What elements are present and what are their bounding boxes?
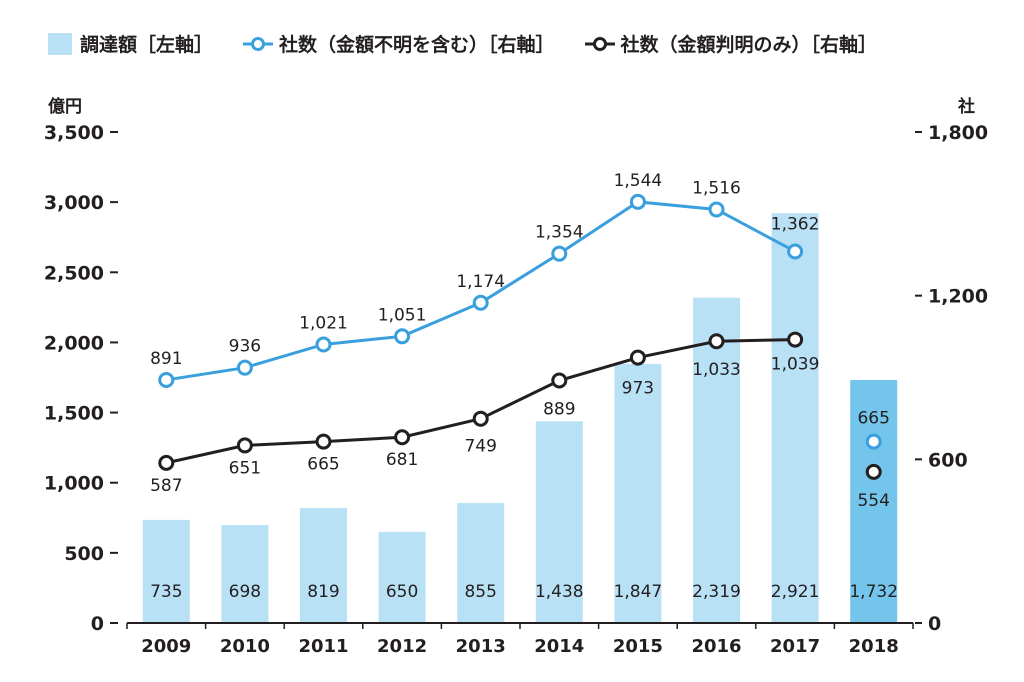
right-axis-unit: 社 xyxy=(958,97,975,117)
x-tick-label: 2013 xyxy=(456,636,506,657)
bar-value-label: 1,847 xyxy=(614,582,663,602)
legend-bar-swatch xyxy=(48,32,72,55)
series-all-point xyxy=(708,201,725,218)
bar-value-label: 735 xyxy=(150,582,182,602)
series-all-point xyxy=(315,336,332,353)
bar-value-label: 855 xyxy=(464,582,496,602)
series-all-value-label: 1,051 xyxy=(378,305,427,325)
series-all-value-label: 1,362 xyxy=(771,214,820,234)
series-known-value-label: 749 xyxy=(464,437,496,457)
series-known-point xyxy=(708,333,725,350)
bar xyxy=(142,519,190,623)
series-known-value-label: 1,039 xyxy=(771,355,820,375)
right-tick-label: 1,200 xyxy=(928,286,988,308)
right-tick-label: 600 xyxy=(928,449,968,471)
series-known-point xyxy=(865,463,882,480)
legend-item-line-known: 社数（金額判明のみ）［右軸］ xyxy=(584,30,878,57)
left-tick-label: 1,000 xyxy=(44,473,104,495)
bar xyxy=(614,363,662,623)
legend-line-all-label: 社数（金額不明を含む）［右軸］ xyxy=(279,34,555,56)
bar-value-label: 2,319 xyxy=(692,582,741,602)
series-all-point xyxy=(236,359,253,376)
series-known-point xyxy=(629,349,646,366)
series-all-value-label: 1,354 xyxy=(535,223,584,243)
bar-value-label: 819 xyxy=(307,582,339,602)
legend-bar-label: 調達額［左軸］ xyxy=(80,34,214,56)
x-tick-label: 2015 xyxy=(613,636,663,657)
x-tick-label: 2010 xyxy=(220,636,270,657)
series-known-value-label: 554 xyxy=(857,491,889,511)
left-tick-label: 3,000 xyxy=(44,192,104,214)
series-known-value-label: 973 xyxy=(622,379,654,399)
x-tick-label: 2009 xyxy=(141,636,191,657)
series-all-point xyxy=(394,328,411,345)
bar xyxy=(221,525,269,623)
series-known-point xyxy=(551,372,568,389)
bar xyxy=(300,508,347,623)
series-all-value-label: 936 xyxy=(229,337,261,357)
series-all-point xyxy=(158,371,175,388)
legend-blue-line-marker-icon xyxy=(243,36,274,51)
series-known-point xyxy=(787,331,804,348)
series-all-value-label: 1,544 xyxy=(614,171,663,191)
series-all-value-label: 1,174 xyxy=(456,272,505,292)
x-tick-label: 2014 xyxy=(534,636,584,657)
left-tick-label: 2,000 xyxy=(44,332,104,354)
series-known-value-label: 651 xyxy=(229,458,261,478)
left-tick-label: 2,500 xyxy=(44,262,104,284)
legend-item-line-all: 社数（金額不明を含む）［右軸］ xyxy=(243,30,555,57)
legend-item-bar: 調達額［左軸］ xyxy=(48,30,213,57)
left-tick-label: 500 xyxy=(64,543,104,565)
series-all-point xyxy=(551,245,568,262)
series-known-value-label: 587 xyxy=(150,476,182,496)
left-tick-label: 0 xyxy=(91,613,104,635)
series-known-point xyxy=(472,410,489,427)
series-all-value-label: 665 xyxy=(857,409,889,429)
x-tick-label: 2012 xyxy=(377,636,427,657)
series-all-value-label: 1,516 xyxy=(692,178,741,198)
bar xyxy=(535,421,583,623)
series-all-value-label: 891 xyxy=(150,349,182,369)
series-all-point xyxy=(865,433,882,450)
x-tick-label: 2016 xyxy=(691,636,741,657)
x-tick-label: 2018 xyxy=(849,636,899,657)
series-all-value-label: 1,021 xyxy=(299,313,348,333)
bar-value-label: 1,438 xyxy=(535,582,584,602)
series-known-point xyxy=(236,437,253,454)
series-known-value-label: 889 xyxy=(543,400,575,420)
legend: 調達額［左軸］ 社数（金額不明を含む）［右軸］ 社数（金額判明のみ）［右軸］ xyxy=(48,30,907,57)
series-all-point xyxy=(629,193,646,210)
right-tick-label: 1,800 xyxy=(928,122,988,144)
left-tick-label: 3,500 xyxy=(44,122,104,144)
series-all-point xyxy=(787,243,804,260)
bar xyxy=(378,531,426,623)
bar xyxy=(693,297,740,623)
x-tick-label: 2011 xyxy=(298,636,348,657)
series-known-point xyxy=(315,433,332,450)
bar xyxy=(457,503,505,623)
series-known-point xyxy=(394,429,411,446)
bar-value-label: 650 xyxy=(386,582,418,602)
series-known-value-label: 681 xyxy=(386,450,418,470)
legend-line-known-label: 社数（金額判明のみ）［右軸］ xyxy=(620,34,878,56)
bar xyxy=(771,213,819,623)
left-axis-unit: 億円 xyxy=(48,97,82,117)
left-tick-label: 1,500 xyxy=(44,403,104,425)
bar xyxy=(850,380,898,623)
series-known-point xyxy=(158,454,175,471)
right-tick-label: 0 xyxy=(928,613,941,635)
x-tick-label: 2017 xyxy=(770,636,820,657)
bar-value-label: 1,732 xyxy=(849,582,898,602)
series-known-value-label: 1,033 xyxy=(692,360,741,380)
bar-value-label: 698 xyxy=(229,582,261,602)
bar-value-label: 2,921 xyxy=(771,582,820,602)
legend-black-line-marker-icon xyxy=(584,36,615,51)
series-all-point xyxy=(472,294,489,311)
series-known-value-label: 665 xyxy=(307,455,339,475)
